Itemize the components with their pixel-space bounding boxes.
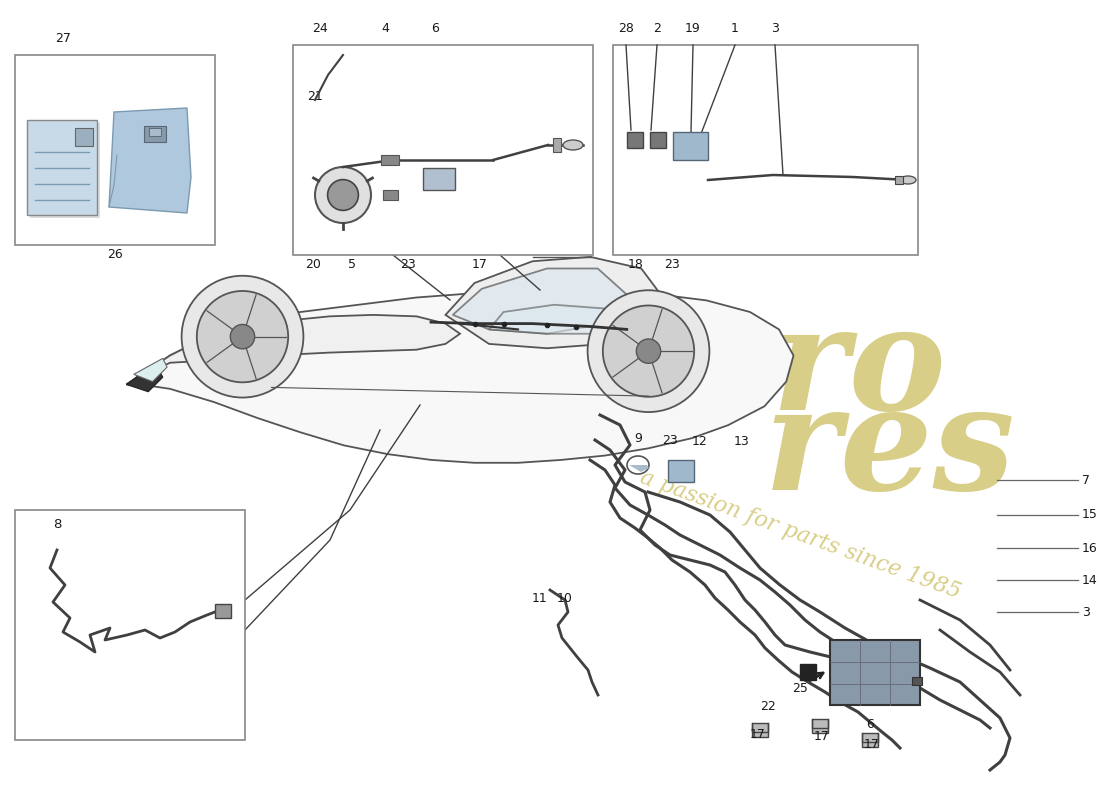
Polygon shape	[126, 362, 163, 392]
Bar	[613, 45, 918, 255]
Text: 23: 23	[662, 434, 678, 447]
Text: 4: 4	[381, 22, 389, 35]
Polygon shape	[126, 315, 460, 385]
Bar	[383, 190, 398, 200]
Bar	[381, 155, 399, 165]
Text: 9: 9	[634, 432, 642, 445]
Text: 28: 28	[618, 22, 634, 35]
Text: 24: 24	[312, 22, 328, 35]
Bar	[912, 677, 922, 685]
Bar	[293, 45, 593, 255]
Text: 15: 15	[1082, 509, 1098, 522]
Polygon shape	[134, 358, 167, 382]
Bar	[28, 120, 97, 215]
Text: 3: 3	[1082, 606, 1090, 618]
Circle shape	[315, 167, 371, 223]
Text: 1: 1	[732, 22, 739, 35]
Text: 11: 11	[532, 592, 548, 605]
Polygon shape	[453, 269, 627, 334]
Text: 2: 2	[653, 22, 661, 35]
Text: 20: 20	[305, 258, 321, 271]
Polygon shape	[446, 257, 663, 348]
Text: 17: 17	[814, 730, 829, 743]
Text: 19: 19	[685, 22, 701, 35]
Circle shape	[197, 291, 288, 382]
Text: 23: 23	[400, 258, 416, 271]
Bar	[214, 604, 231, 618]
Bar	[30, 123, 100, 218]
Circle shape	[587, 290, 710, 412]
Text: a passion for parts since 1985: a passion for parts since 1985	[637, 466, 964, 603]
Text: 3: 3	[771, 22, 779, 35]
Bar	[800, 664, 816, 680]
Bar	[424, 168, 455, 190]
Text: 16: 16	[1082, 542, 1098, 554]
Ellipse shape	[563, 140, 583, 150]
Bar	[752, 723, 768, 737]
Bar	[144, 126, 166, 142]
Text: 6: 6	[866, 718, 873, 731]
Text: 7: 7	[1082, 474, 1090, 486]
Text: res: res	[764, 379, 1016, 521]
Circle shape	[328, 180, 359, 210]
Text: 27: 27	[55, 32, 70, 45]
Bar	[895, 176, 903, 184]
Text: 17: 17	[865, 738, 880, 751]
Bar	[673, 132, 708, 160]
Polygon shape	[126, 290, 793, 462]
Text: 10: 10	[557, 592, 573, 605]
Text: 17: 17	[472, 258, 488, 271]
Polygon shape	[490, 305, 627, 334]
Bar	[812, 719, 828, 733]
Text: 22: 22	[760, 700, 775, 713]
Text: euro: euro	[573, 299, 946, 441]
Text: 18: 18	[628, 258, 643, 271]
Text: 8: 8	[53, 518, 62, 531]
Text: 17: 17	[750, 728, 766, 741]
Bar	[862, 733, 878, 747]
Circle shape	[603, 306, 694, 397]
Bar	[668, 460, 694, 482]
Bar	[15, 510, 245, 740]
Bar	[148, 128, 161, 136]
Bar	[15, 55, 214, 245]
Polygon shape	[109, 108, 191, 213]
Circle shape	[636, 339, 661, 363]
Bar	[627, 132, 644, 148]
Ellipse shape	[900, 176, 916, 184]
Bar	[650, 132, 666, 148]
Text: 5: 5	[348, 258, 356, 271]
Text: 6: 6	[431, 22, 439, 35]
Text: 13: 13	[734, 435, 750, 448]
Polygon shape	[629, 465, 649, 472]
Text: 12: 12	[692, 435, 708, 448]
Text: 25: 25	[792, 682, 807, 695]
Text: 21: 21	[307, 90, 323, 103]
Text: 26: 26	[107, 248, 123, 261]
Bar	[75, 128, 94, 146]
Circle shape	[230, 325, 255, 349]
Text: 23: 23	[664, 258, 680, 271]
Bar	[553, 138, 561, 152]
Bar	[830, 640, 920, 705]
Circle shape	[182, 276, 304, 398]
Text: 14: 14	[1082, 574, 1098, 586]
